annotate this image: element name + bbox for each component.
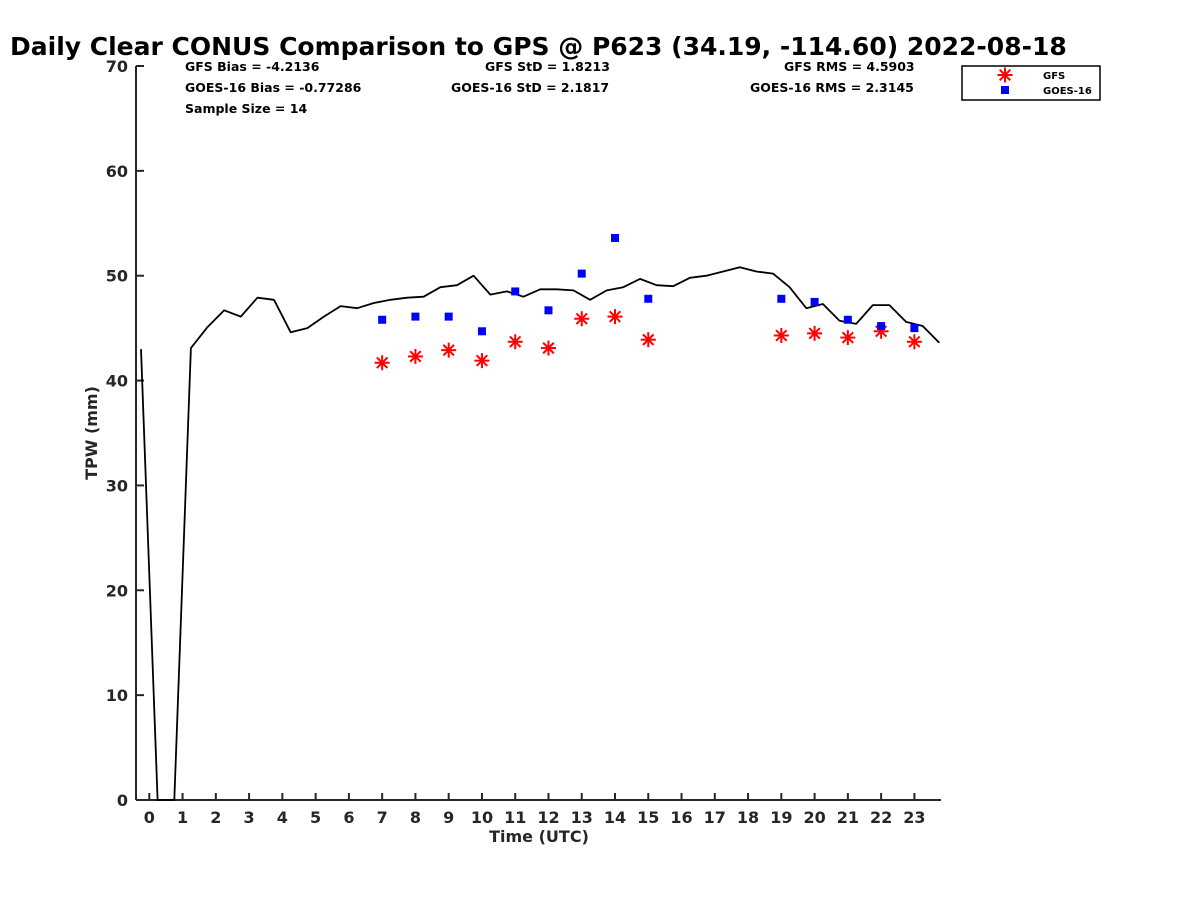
x-tick-label: 2	[210, 808, 221, 827]
x-tick-label: 8	[410, 808, 421, 827]
goes16-point	[843, 315, 852, 324]
stat-gfs-bias: GFS Bias = -4.2136	[185, 59, 320, 74]
goes16-point	[910, 324, 919, 333]
gfs-point-stroke	[376, 356, 389, 369]
x-tick-label: 7	[377, 808, 388, 827]
goes16-point	[378, 315, 387, 324]
gfs-point	[407, 348, 423, 364]
goes16-point	[810, 297, 819, 306]
gfs-point-stroke	[409, 350, 422, 363]
gfs-point	[640, 332, 656, 348]
gfs-point	[906, 334, 922, 350]
legend-goes-marker	[1001, 86, 1009, 94]
goes16-point	[644, 294, 653, 303]
x-tick-label: 12	[537, 808, 559, 827]
gfs-point	[441, 342, 457, 358]
y-tick-label: 60	[106, 162, 128, 181]
goes16-point	[411, 312, 420, 321]
y-tick-label: 70	[106, 57, 128, 76]
goes16-point	[877, 322, 886, 331]
gfs-point-stroke	[642, 333, 655, 346]
gfs-point	[574, 311, 590, 327]
gfs-point-stroke	[608, 310, 622, 323]
x-tick-label: 0	[144, 808, 155, 827]
x-axis-label: Time (UTC)	[489, 827, 589, 846]
stat-goes-bias: GOES-16 Bias = -0.77286	[185, 80, 362, 95]
goes16-point	[611, 233, 620, 242]
gfs-point	[607, 309, 623, 325]
gfs-point-stroke	[442, 344, 455, 357]
x-tick-label: 15	[637, 808, 659, 827]
x-tick-label: 23	[903, 808, 925, 827]
legend-gfs-asterisk	[997, 67, 1013, 83]
x-tick-label: 6	[343, 808, 354, 827]
legend-gfs-asterisk-stroke	[998, 68, 1012, 82]
x-tick-label: 18	[737, 808, 759, 827]
goes16-point	[777, 294, 786, 303]
x-tick-label: 9	[443, 808, 454, 827]
y-tick-label: 40	[106, 372, 128, 391]
gfs-point-stroke	[775, 329, 788, 342]
stat-gfs-rms: GFS RMS = 4.5903	[784, 59, 915, 74]
legend-gfs-label: GFS	[1043, 71, 1065, 82]
x-tick-label: 3	[244, 808, 255, 827]
x-tick-label: 11	[504, 808, 526, 827]
x-tick-label: 17	[704, 808, 726, 827]
x-tick-label: 10	[471, 808, 493, 827]
y-tick-label: 10	[106, 686, 128, 705]
gfs-point-stroke	[475, 354, 488, 367]
y-tick-label: 30	[106, 476, 128, 495]
legend: GFS GOES-16	[961, 65, 1101, 101]
y-tick-label: 20	[106, 581, 128, 600]
y-tick-label: 50	[106, 267, 128, 286]
gps-line	[140, 266, 940, 801]
x-tick-label: 13	[571, 808, 593, 827]
x-tick-label: 22	[870, 808, 892, 827]
x-tick-label: 1	[177, 808, 188, 827]
goes16-point	[477, 327, 486, 336]
stat-gfs-std: GFS StD = 1.8213	[485, 59, 610, 74]
gfs-point	[840, 330, 856, 346]
gfs-point-stroke	[575, 312, 588, 325]
goes16-point	[444, 312, 453, 321]
legend-gfs-marker	[997, 67, 1013, 83]
y-axis-label: TPW (mm)	[82, 386, 101, 480]
gfs-point	[507, 334, 523, 350]
legend-goes-label: GOES-16	[1043, 86, 1092, 97]
x-tick-label: 5	[310, 808, 321, 827]
x-tick-label: 14	[604, 808, 626, 827]
chart-title: Daily Clear CONUS Comparison to GPS @ P6…	[10, 32, 1067, 61]
gfs-point-stroke	[808, 327, 821, 340]
gfs-point-stroke	[908, 335, 921, 348]
gfs-point	[540, 340, 556, 356]
stat-goes-rms: GOES-16 RMS = 2.3145	[750, 80, 914, 95]
x-tick-label: 4	[277, 808, 288, 827]
goes16-point	[577, 269, 586, 278]
x-tick-label: 19	[770, 808, 792, 827]
stat-goes-std: GOES-16 StD = 2.1817	[451, 80, 609, 95]
gfs-point-stroke	[841, 331, 854, 344]
legend-box	[961, 65, 1101, 101]
gfs-point	[474, 353, 490, 369]
stat-sample-size: Sample Size = 14	[185, 101, 307, 116]
gfs-point-stroke	[509, 335, 522, 348]
gfs-point	[374, 355, 390, 371]
gfs-point-stroke	[542, 342, 555, 355]
goes16-point	[544, 306, 553, 315]
x-tick-label: 20	[803, 808, 825, 827]
y-tick-label: 0	[117, 791, 128, 810]
x-tick-label: 16	[670, 808, 692, 827]
goes16-point	[511, 287, 520, 296]
legend-goes-square	[1001, 86, 1009, 94]
gfs-point	[807, 325, 823, 341]
gfs-point	[773, 327, 789, 343]
x-tick-label: 21	[837, 808, 859, 827]
